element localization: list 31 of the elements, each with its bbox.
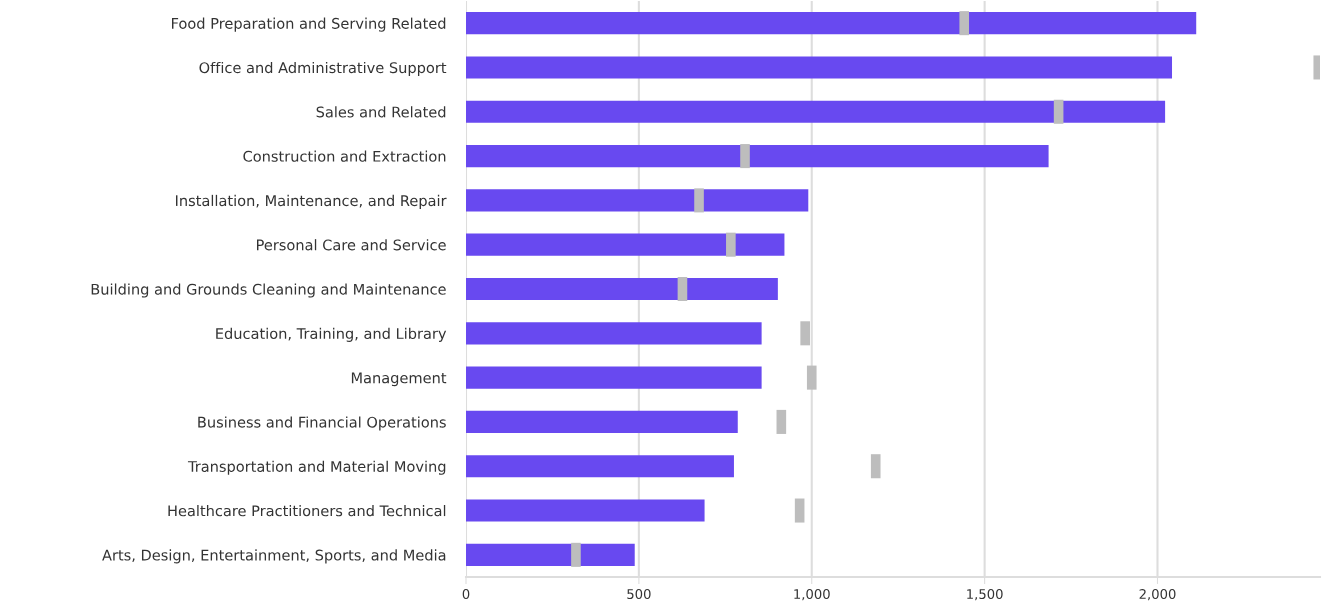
y-tick-label: Management [351,372,447,387]
y-tick-label: Food Preparation and Serving Related [172,17,446,32]
y-tick-label: Building and Grounds Cleaning and Maintenance [91,283,446,298]
y-tick-label: Education, Training, and Library [216,327,447,342]
bar [466,543,635,566]
y-tick-label: Sales and Related [316,106,446,118]
x-tick-label: 0 [462,589,470,600]
bar [466,56,1173,79]
bar [466,189,809,212]
y-tick-label: Office and Administrative Support [199,61,447,77]
bar [466,322,762,345]
bar [466,233,785,256]
bar [466,12,1197,35]
bar [466,277,778,301]
y-tick-label: Transportation and Material Moving [187,460,446,475]
y-tick-label: Construction and Extraction [243,150,446,162]
y-tick-label: Personal Care and Service [257,239,446,251]
y-tick-label: Healthcare Practitioners and Technical [168,505,446,517]
y-tick-label: Installation, Maintenance, and Repair [176,194,447,209]
y-tick-label: Arts, Design, Entertainment, Sports, and Media [102,549,446,564]
bar [466,100,1166,123]
x-tick-label: 500 [627,589,651,600]
y-tick-label: Business and Financial Operations [198,416,446,431]
bar [466,499,705,522]
bar [466,366,762,389]
x-tick-label: 1,000 [794,589,830,601]
bar [466,145,1049,168]
x-tick-label: 2,000 [1139,589,1176,601]
x-tick-label: 1,500 [967,589,1003,601]
bar [466,455,734,478]
bar [466,410,738,433]
